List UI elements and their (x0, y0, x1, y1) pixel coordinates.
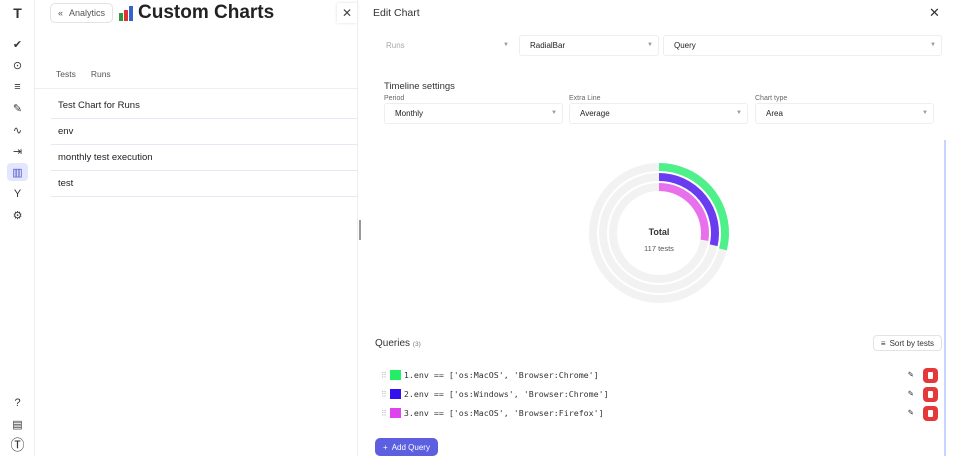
query-row: ⠿ 3.env == ['os:MacOS', 'Browser:Firefox'… (381, 405, 943, 421)
chart-type-label: Chart type (755, 95, 788, 102)
chevron-down-icon: ▼ (551, 110, 557, 116)
period-value: Monthly (395, 109, 424, 118)
query-color-swatch[interactable] (389, 408, 401, 418)
play-circle-icon[interactable]: ⊙ (12, 59, 23, 72)
back-label: Analytics (69, 8, 106, 18)
close-icon[interactable]: ✕ (929, 5, 940, 20)
page-title: Custom Charts (119, 2, 274, 24)
chart-list-item[interactable]: env (51, 119, 357, 145)
chart-list-item[interactable]: Test Chart for Runs (51, 93, 357, 119)
period-select[interactable]: Monthly ▼ (384, 103, 563, 124)
close-list-button[interactable]: ✕ (337, 3, 357, 23)
period-label: Period (384, 95, 405, 102)
resize-handle[interactable] (359, 220, 361, 240)
chart-list-item[interactable]: test (51, 171, 357, 197)
analytics-icon[interactable]: ▥ (7, 163, 28, 181)
chart-type-select[interactable]: Area ▼ (755, 103, 934, 124)
import-icon[interactable]: ⇥ (12, 145, 23, 158)
trash-icon (928, 409, 933, 417)
radial-bar-2[interactable] (658, 173, 719, 247)
sort-label: Sort by tests (889, 338, 935, 348)
add-query-label: Add Query (391, 442, 430, 452)
chevron-down-icon: ▼ (503, 42, 509, 48)
logo-icon[interactable]: T (13, 5, 22, 21)
page-title-text: Custom Charts (138, 2, 275, 23)
delete-query-button[interactable] (923, 405, 938, 421)
drag-handle-icon[interactable]: ⠿ (381, 408, 387, 418)
center-value: 117 tests (644, 244, 674, 253)
chart-list-item[interactable]: monthly test execution (51, 145, 357, 171)
sort-icon: ≡ (880, 338, 886, 348)
chart-value: RadialBar (530, 41, 566, 50)
extra-line-value: Average (580, 109, 610, 118)
queries-title: Queries (375, 338, 411, 349)
panel-divider (357, 0, 358, 456)
queries-heading: Queries (3) (375, 338, 421, 349)
delete-query-button[interactable] (923, 386, 938, 402)
mode-select[interactable]: Query ▼ (663, 35, 942, 56)
pulse-icon[interactable]: ∿ (12, 124, 23, 137)
drag-handle-icon[interactable]: ⠿ (381, 389, 387, 399)
radial-bar-svg: Total 117 tests (589, 163, 729, 303)
pen-icon[interactable]: ✎ (12, 102, 23, 115)
query-row: ⠿ 1.env == ['os:MacOS', 'Browser:Chrome']… (381, 367, 943, 383)
radial-bar-3[interactable] (658, 183, 709, 241)
help-icon[interactable]: ? (14, 397, 21, 409)
query-color-swatch[interactable] (389, 389, 401, 399)
pencil-icon[interactable]: ✎ (908, 389, 914, 399)
queries-count: (3) (412, 341, 421, 348)
chevron-down-icon: ▼ (736, 110, 742, 116)
check-icon[interactable]: ✔ (12, 38, 23, 51)
charts-list-panel: « Analytics Custom Charts ✕ Tests Runs Te… (35, 0, 357, 456)
bar-chart-icon (119, 5, 133, 21)
panel-title: Edit Chart (373, 7, 420, 19)
delete-query-button[interactable] (923, 367, 938, 383)
chart-select[interactable]: RadialBar ▼ (519, 35, 659, 56)
mode-value: Query (674, 41, 696, 50)
pencil-icon[interactable]: ✎ (908, 408, 914, 418)
trash-icon (928, 371, 933, 379)
radial-bar-1[interactable] (658, 163, 729, 251)
list-check-icon[interactable]: ≡ (14, 81, 21, 93)
chart-type-value: Area (766, 109, 783, 118)
tab-tests[interactable]: Tests (56, 69, 76, 79)
timeline-settings-heading: Timeline settings (384, 81, 455, 92)
extra-line-label: Extra Line (569, 95, 601, 102)
add-query-button[interactable]: + Add Query (375, 438, 438, 456)
gear-icon[interactable]: ⚙ (12, 209, 23, 222)
back-to-analytics-button[interactable]: « Analytics (50, 3, 113, 23)
branch-icon[interactable]: Y (13, 188, 22, 200)
edit-chart-panel: Edit Chart ✕ Runs ▼ RadialBar ▼ Query ▼ Tim… (358, 0, 960, 456)
pencil-icon[interactable]: ✎ (908, 370, 914, 380)
query-text: 3.env == ['os:MacOS', 'Browser:Firefox'] (403, 408, 604, 418)
profile-icon[interactable]: Ⓣ (10, 437, 25, 453)
trash-icon (928, 390, 933, 398)
tab-runs[interactable]: Runs (90, 69, 111, 79)
tab-divider (35, 88, 357, 89)
query-row: ⠿ 2.env == ['os:Windows', 'Browser:Chrome… (381, 386, 943, 402)
icon-rail: T ✔ ⊙ ≡ ✎ ∿ ⇥ ▥ Y ⚙ ? ▤ Ⓣ (0, 0, 35, 456)
scrollbar[interactable] (944, 140, 946, 456)
chevron-down-icon: ▼ (922, 110, 928, 116)
double-chevron-left-icon: « (57, 8, 63, 18)
sort-by-tests-button[interactable]: ≡ Sort by tests (873, 335, 942, 351)
query-text: 2.env == ['os:Windows', 'Browser:Chrome'… (403, 389, 609, 399)
radial-chart: Total 117 tests (358, 140, 960, 330)
chevron-down-icon: ▼ (647, 42, 653, 48)
chevron-down-icon: ▼ (930, 42, 936, 48)
extra-line-select[interactable]: Average ▼ (569, 103, 748, 124)
drag-handle-icon[interactable]: ⠿ (381, 370, 387, 380)
plus-icon: + (383, 442, 388, 452)
query-color-swatch[interactable] (389, 370, 401, 380)
entity-value: Runs (386, 41, 405, 50)
book-icon[interactable]: ▤ (12, 418, 23, 431)
query-text: 1.env == ['os:MacOS', 'Browser:Chrome'] (403, 370, 599, 380)
entity-select[interactable]: Runs ▼ (375, 35, 515, 56)
center-label: Total (649, 227, 670, 237)
